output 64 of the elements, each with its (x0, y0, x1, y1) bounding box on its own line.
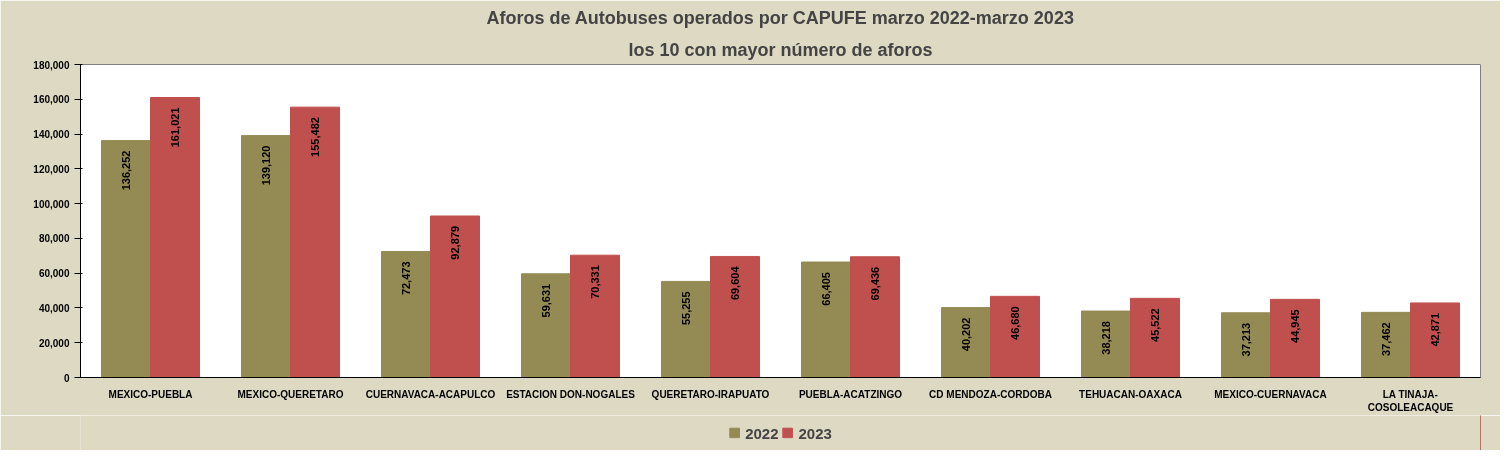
bar (381, 250, 431, 378)
data-label: 92,879 (449, 225, 461, 260)
legend-label: 2022 (745, 424, 779, 441)
data-label: 46,680 (1009, 306, 1021, 340)
y-tick-label: 60,000 (38, 268, 70, 280)
bar (1130, 297, 1180, 378)
x-tick-label: MEXICO-PUEBLA (108, 388, 193, 400)
x-tick-label: QUERETARO-IRAPUATO (651, 388, 770, 400)
data-label: 66,405 (820, 272, 832, 306)
bar (801, 261, 851, 378)
data-label: 42,871 (1429, 312, 1441, 347)
x-tick-label: TEHUACAN-OAXACA (1079, 388, 1182, 400)
bar (150, 97, 200, 378)
y-tick-label: 160,000 (33, 94, 70, 106)
bar (1081, 310, 1131, 378)
y-tick-label: 100,000 (33, 198, 70, 210)
data-label: 45,522 (1149, 308, 1161, 342)
data-label: 44,945 (1289, 309, 1301, 343)
legend-label: 2023 (798, 424, 832, 441)
data-label: 37,213 (1240, 322, 1252, 357)
data-label: 69,436 (869, 266, 881, 301)
data-label: 72,473 (400, 261, 412, 296)
data-label: 55,255 (680, 291, 692, 326)
bar (290, 106, 340, 378)
data-label: 136,252 (120, 150, 132, 191)
x-tick-label: CUERNAVACA-ACAPULCO (365, 388, 496, 400)
x-tick-label: PUEBLA-ACATZINGO (798, 388, 903, 400)
bar (850, 256, 900, 378)
x-tick-label: MEXICO-QUERETARO (237, 388, 344, 400)
bar (241, 135, 291, 378)
data-label: 59,631 (540, 283, 552, 318)
y-tick-label: 0 (63, 372, 70, 384)
x-tick-label: LA TINAJA-COSOLEACAQUE (1367, 388, 1454, 413)
bar (1270, 298, 1320, 378)
bar (1410, 302, 1460, 378)
data-label: 40,202 (960, 317, 972, 352)
x-tick-label: CD MENDOZA-CORDOBA (929, 388, 1052, 400)
bar (1361, 311, 1411, 378)
data-label: 161,021 (169, 107, 181, 148)
bar (521, 273, 571, 378)
data-label: 70,331 (589, 265, 601, 299)
x-tick-label: ESTACION DON-NOGALES (506, 388, 636, 400)
bar (1221, 312, 1271, 378)
y-tick-label: 20,000 (38, 337, 70, 349)
data-label: 155,482 (309, 117, 321, 157)
y-tick-label: 140,000 (33, 129, 70, 141)
y-tick-label: 120,000 (33, 163, 70, 175)
y-tick-label: 180,000 (33, 59, 70, 71)
y-tick-label: 40,000 (38, 302, 70, 314)
bar (710, 255, 760, 378)
data-label: 139,120 (260, 145, 272, 186)
bar (101, 140, 151, 378)
x-tick-label: MEXICO-CUERNAVACA (1214, 388, 1327, 400)
chart-title: Aforos de Autobuses operados por CAPUFE marzo 2022-marzo 2023 (486, 7, 1074, 28)
y-tick-label: 80,000 (38, 233, 70, 245)
bar (661, 280, 711, 378)
bar (990, 295, 1040, 378)
data-label: 38,218 (1100, 321, 1112, 355)
bar (941, 307, 991, 378)
data-label: 37,462 (1380, 322, 1392, 356)
data-label: 69,604 (729, 265, 741, 301)
chart-subtitle: los 10 con mayor número de aforos (628, 39, 933, 60)
bar (570, 254, 620, 378)
bar (430, 215, 480, 378)
